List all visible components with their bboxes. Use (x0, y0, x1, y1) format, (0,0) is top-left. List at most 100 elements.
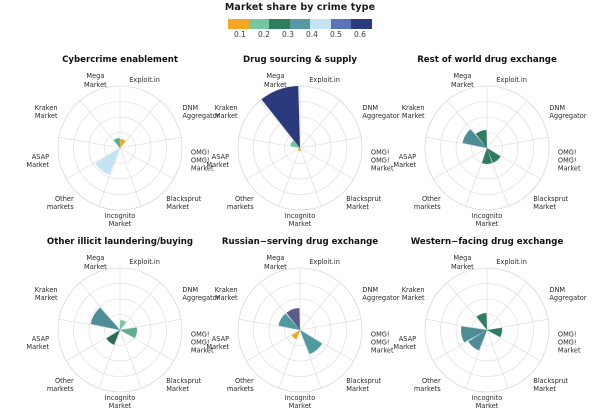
grid-spoke (299, 147, 322, 207)
axis-label: DNM Aggregator (362, 104, 399, 120)
axis-label: ASAP Market (393, 152, 416, 168)
colorbar-tick-labels: 0.1 0.2 0.3 0.4 0.5 0.6 (228, 30, 372, 41)
axis-label-line: Market (190, 346, 214, 355)
axis-label-line: Market (393, 160, 417, 169)
grid-spoke (119, 329, 174, 362)
grid-spoke (486, 147, 541, 180)
grid-spoke (119, 147, 174, 180)
axis-label-line: OMG! (370, 148, 390, 157)
grid-spoke (119, 318, 182, 331)
wedge (113, 138, 120, 148)
axis-label-line: ASAP (398, 152, 417, 161)
axis-label-line: Other (421, 376, 441, 385)
grid-spoke (259, 100, 301, 149)
axis-label: Incognito Market (472, 212, 503, 228)
colorbar-segment-0 (228, 19, 250, 29)
grid-spoke (119, 136, 182, 149)
axis-label: Mega Market (451, 254, 474, 270)
grid-spoke (278, 329, 301, 389)
panel-title: Cybercrime enablement (62, 55, 178, 65)
colorbar-segment-5 (330, 19, 352, 29)
axis-label-line: Blacksprut (166, 376, 202, 385)
axis-label: Other markets (227, 377, 254, 393)
wedge (476, 313, 487, 330)
axis-label-line: Other (54, 376, 74, 385)
axis-label-line: Market (26, 342, 50, 351)
radar-plot (57, 85, 183, 211)
panel-title: Rest of world drug exchange (417, 55, 557, 65)
grid-spoke (486, 147, 509, 207)
axis-label: Kraken Market (35, 286, 58, 302)
axis-label: Kraken Market (215, 104, 238, 120)
radar-plot (424, 85, 550, 211)
axis-label-line: Aggregator (182, 112, 220, 120)
wedge (462, 129, 487, 148)
axis-label: Incognito Market (105, 394, 136, 410)
colorbar-tick: 0.4 (306, 30, 318, 39)
grid-spoke (238, 136, 301, 149)
axis-label-line: Aggregator (362, 294, 400, 302)
axis-label-line: Market (108, 402, 132, 410)
grid-spoke (486, 136, 549, 149)
axis-label-line: Exploit.in (129, 258, 160, 267)
grid-spoke (119, 282, 161, 331)
axis-label-line: ASAP (31, 152, 50, 161)
axis-label: Other markets (47, 377, 74, 393)
axis-label: DNM Aggregator (182, 286, 219, 302)
axis-label-line: Blacksprut (346, 194, 382, 203)
wedge (468, 330, 487, 351)
grid-spoke (246, 329, 301, 362)
grid-spoke (79, 282, 121, 331)
axis-label-line: Market (34, 294, 58, 302)
axis-label-line: Incognito (104, 393, 136, 402)
axis-label-line: Market (393, 342, 417, 351)
axis-label-line: Market (557, 164, 581, 173)
axis-label: Blacksprut Market (166, 195, 201, 211)
axis-label: OMG! OMG! Market (371, 148, 394, 173)
axis-label-line: Aggregator (362, 112, 400, 120)
axis-label-line: Kraken (34, 285, 58, 294)
grid-spoke (486, 318, 549, 331)
axis-label-line: Market (370, 164, 394, 173)
axis-label-line: Market (401, 112, 425, 120)
axis-label-line: Market (214, 112, 238, 120)
wedge (475, 130, 487, 148)
radar-plot (237, 267, 363, 393)
axis-label-line: Incognito (284, 211, 316, 220)
grid-spoke (299, 329, 322, 389)
wedge (481, 148, 493, 164)
axis-label-line: Market (34, 112, 58, 120)
axis-label-line: Mega (266, 254, 285, 263)
axis-label-line: Market (190, 164, 214, 173)
axis-label-line: Incognito (284, 393, 316, 402)
axis-label-line: DNM (549, 285, 566, 294)
grid-spoke (66, 329, 121, 362)
grid-spoke (119, 329, 142, 389)
axis-label: Blacksprut Market (533, 377, 568, 393)
colorbar-title: Market share by crime type (224, 2, 376, 13)
grid-spoke (425, 136, 488, 149)
radar-panel (35, 245, 205, 415)
colorbar-segment-3 (289, 19, 311, 29)
axis-label: DNM Aggregator (182, 104, 219, 120)
axis-label-line: OMG! (190, 338, 210, 347)
colorbar-tick: 0.6 (354, 30, 366, 39)
panel-title: Drug sourcing & supply (243, 55, 357, 65)
colorbar-segment-1 (248, 19, 270, 29)
axis-label: OMG! OMG! Market (191, 330, 214, 355)
axis-label-line: Exploit.in (129, 76, 160, 85)
axis-label-line: markets (46, 203, 74, 212)
axis-label-line: Blacksprut (166, 194, 202, 203)
grid-spoke (119, 147, 142, 207)
wedge (95, 148, 120, 175)
colorbar-gradient (228, 19, 373, 29)
axis-label-line: Mega (453, 72, 472, 81)
axis-label: Blacksprut Market (166, 377, 201, 393)
panel-title: Other illicit laundering/buying (46, 237, 194, 247)
grid-spoke (433, 329, 488, 362)
wedge (461, 326, 487, 343)
grid-spoke (446, 282, 488, 331)
wedge (261, 86, 300, 148)
axis-label: ASAP Market (26, 152, 49, 168)
axis-label: Kraken Market (215, 286, 238, 302)
